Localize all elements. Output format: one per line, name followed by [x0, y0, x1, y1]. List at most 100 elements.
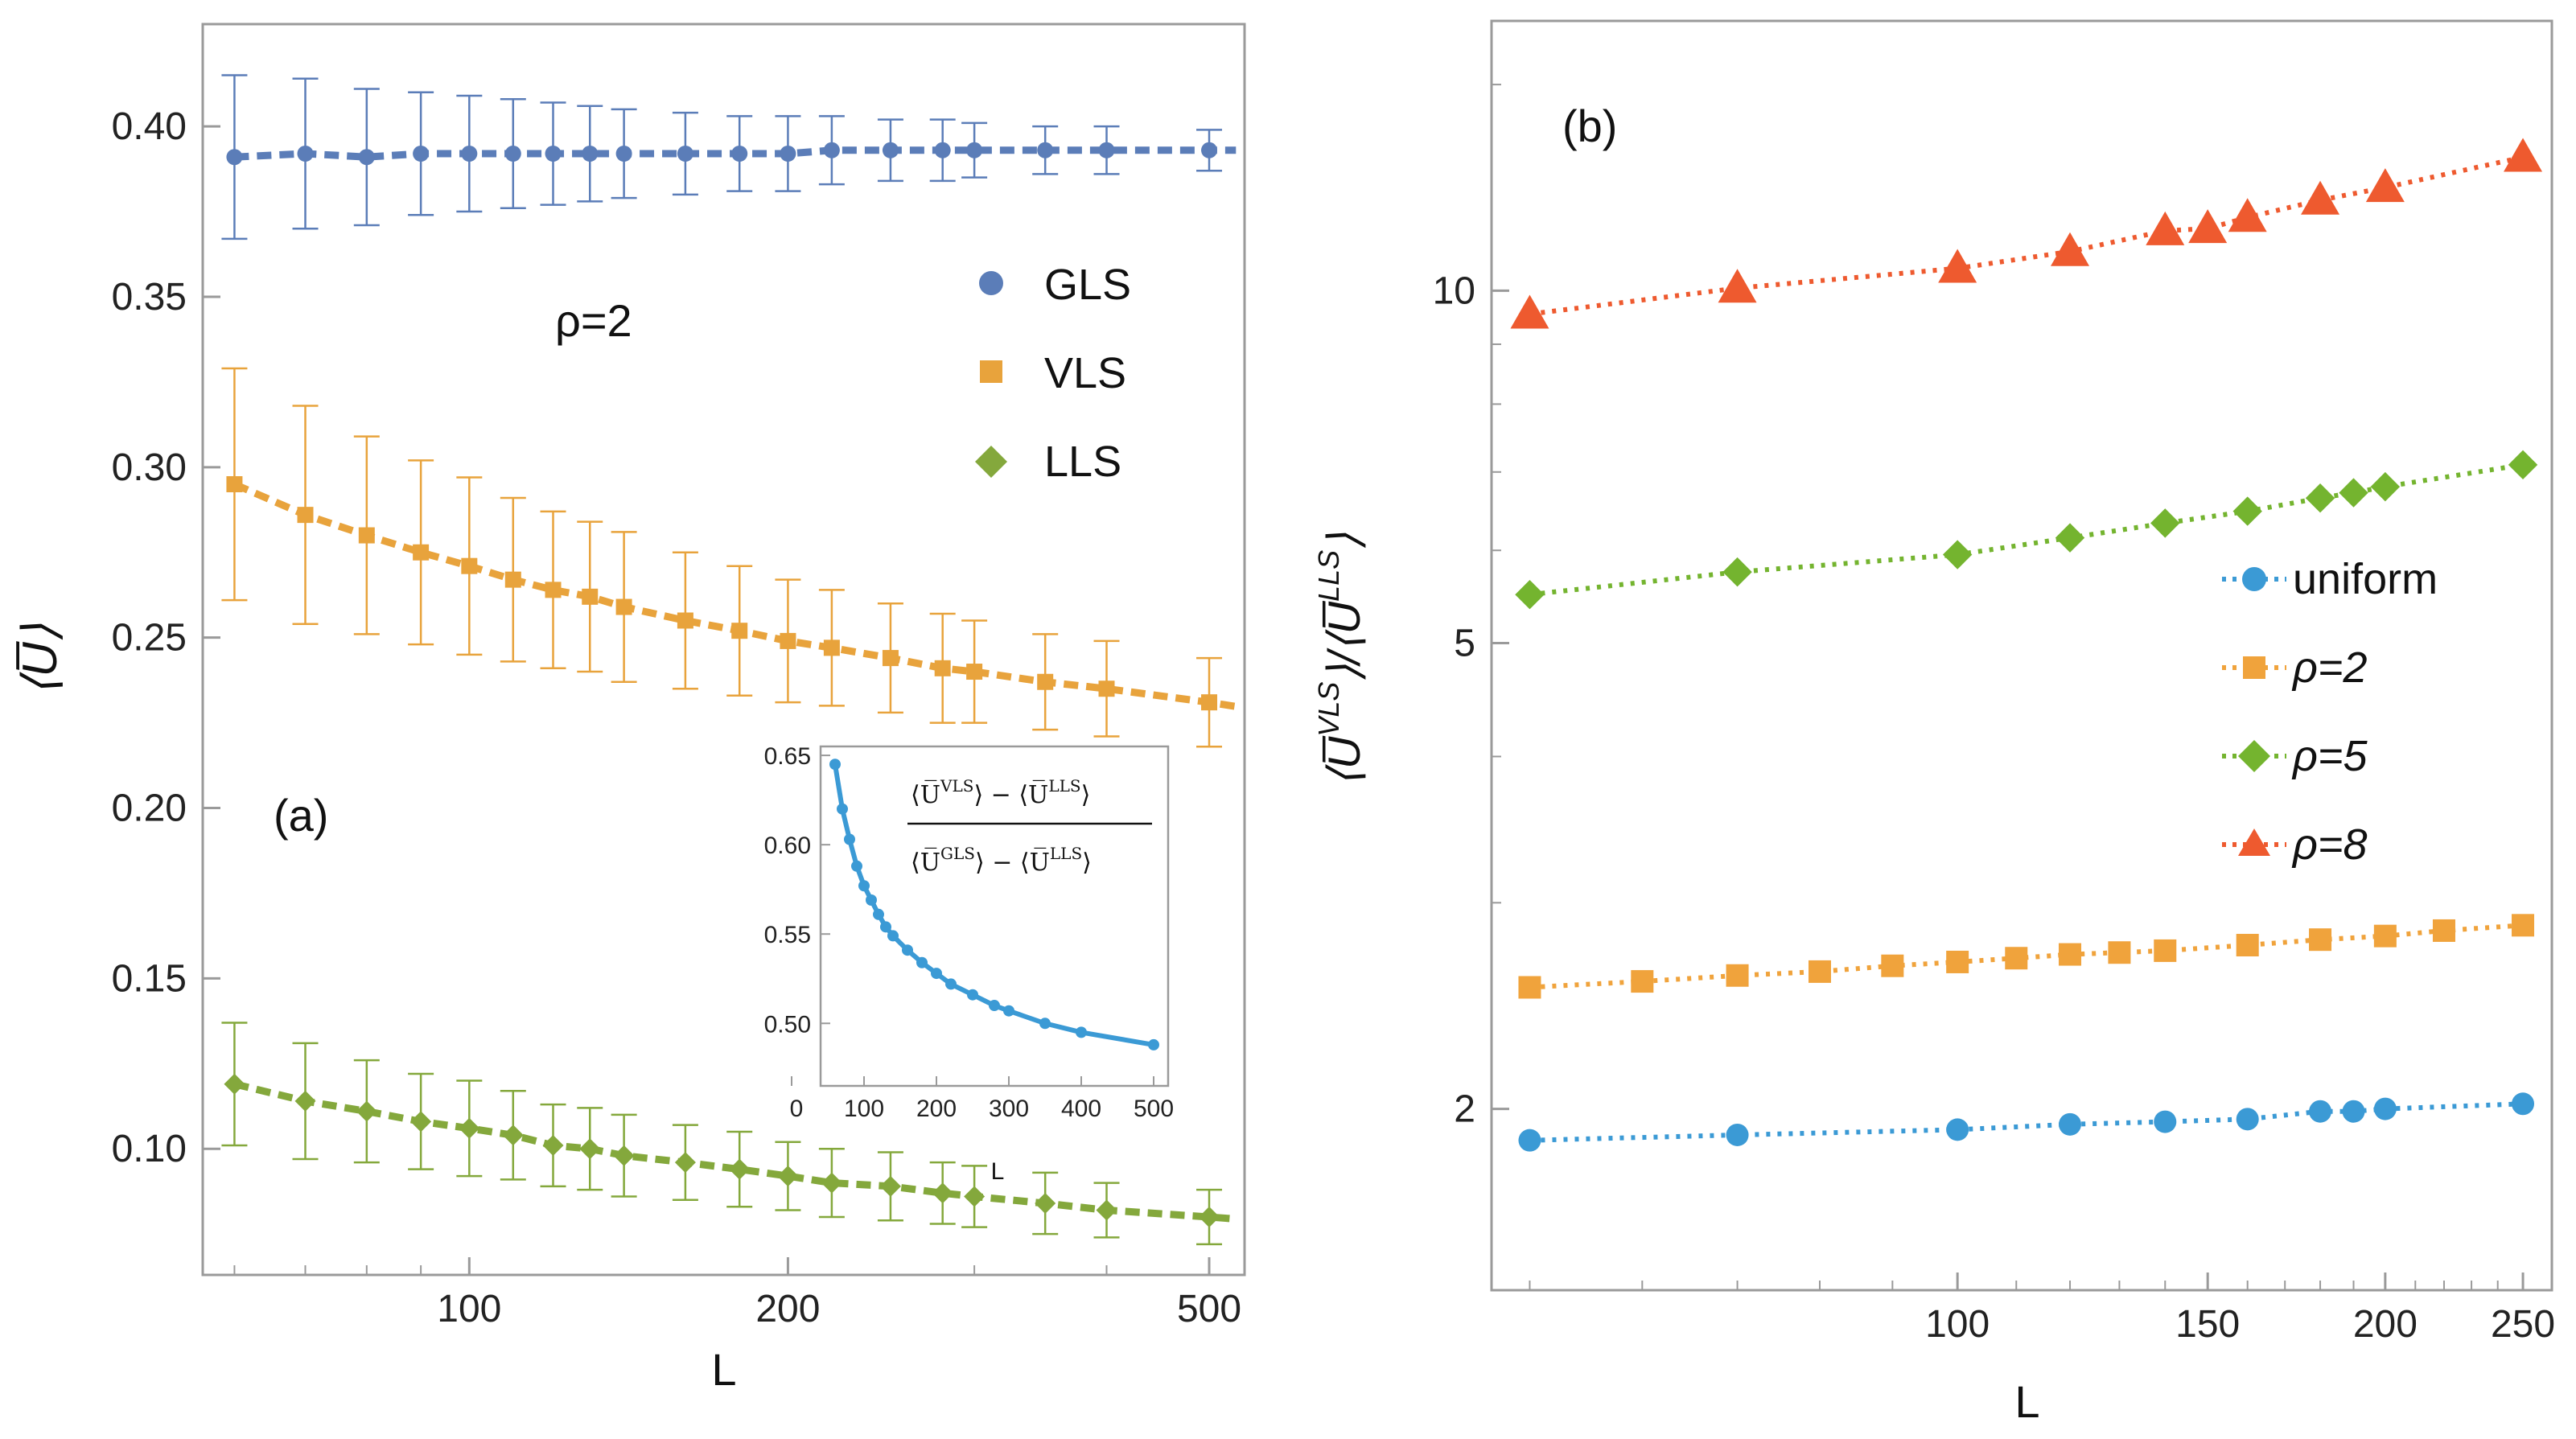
a-gls-point-10 — [731, 146, 748, 162]
a-gls-point-7 — [582, 146, 599, 162]
b-5-point-5 — [2232, 496, 2262, 526]
inset-formula-denominator: ⟨U̅GLS⟩ − ⟨U̅LLS⟩ — [911, 844, 1092, 877]
b-5-point-7 — [2339, 478, 2368, 508]
legend-lls-marker — [975, 446, 1007, 478]
inset-xtick-label-500: 500 — [1134, 1096, 1174, 1122]
inset-ytick-label-1: 0.55 — [764, 922, 811, 948]
a-ytick-label-1: 0.15 — [112, 957, 187, 1000]
a-ytick-label-4: 0.30 — [112, 446, 187, 489]
b-uniform-point-6 — [2309, 1100, 2332, 1123]
b-2-point-7 — [2059, 943, 2082, 966]
legend-uniform-label: uniform — [2293, 555, 2438, 603]
inset-point-16 — [1039, 1018, 1051, 1030]
inset-ytick-label-2: 0.60 — [764, 833, 811, 859]
b-5-point-2 — [1942, 540, 1973, 569]
panel-a-xlabel: L — [711, 1344, 736, 1395]
b-8-point-7 — [2301, 180, 2340, 215]
b-ytick-label-2: 2 — [1454, 1088, 1475, 1131]
a-gls-point-8 — [615, 146, 632, 162]
inset-point-0 — [829, 759, 841, 771]
inset-xtick-label-300: 300 — [989, 1096, 1029, 1122]
inset-point-4 — [858, 880, 870, 892]
b-2-point-10 — [2236, 934, 2259, 957]
b-2-point-6 — [2005, 947, 2028, 970]
b-5-point-8 — [2370, 471, 2401, 502]
inset-point-3 — [851, 860, 862, 872]
b-xtick-label-200: 200 — [2353, 1303, 2418, 1346]
inset-point-10 — [916, 956, 928, 968]
panel-b-label: (b) — [1562, 101, 1617, 151]
a-ytick-label-6: 0.40 — [112, 105, 187, 148]
b-2-point-5 — [1946, 950, 1969, 973]
panel-a-frame — [201, 23, 1246, 1277]
a-vls-point-16 — [1037, 673, 1054, 690]
panel-b-series — [1510, 138, 2543, 1152]
a-lls-point-4 — [459, 1117, 480, 1139]
a-gls-point-1 — [297, 146, 314, 162]
b-8-point-6 — [2228, 198, 2267, 232]
a-gls-point-11 — [780, 146, 796, 162]
panel-a-series — [221, 74, 1237, 1246]
b-2-point-14 — [2512, 914, 2535, 937]
a-gls-point-12 — [823, 142, 840, 158]
b-ytick-label-10: 10 — [1433, 269, 1475, 312]
a-gls-point-6 — [545, 146, 562, 162]
b-uniform-point-8 — [2373, 1097, 2397, 1120]
a-lls-point-0 — [224, 1073, 245, 1095]
b-ytick-label-5: 5 — [1454, 622, 1475, 664]
legend-rho5-marker — [2238, 740, 2270, 772]
a-lls-point-5 — [502, 1124, 524, 1146]
a-lls-point-10 — [729, 1158, 751, 1180]
inset-series — [829, 759, 1159, 1050]
b-2-point-11 — [2309, 928, 2332, 952]
panel-a: 100 200 500 0.10 0.15 0.20 0.25 0.30 0.35 0.40 ρ=… — [13, 23, 1246, 1395]
inset-point-14 — [989, 1000, 1000, 1012]
a-vls-point-5 — [504, 571, 521, 588]
panel-b-legend: uniform ρ=2 ρ=5 ρ=8 — [2222, 555, 2438, 869]
b-2-point-1 — [1631, 970, 1654, 993]
a-vls-point-7 — [582, 588, 599, 605]
a-vls-point-18 — [1201, 694, 1218, 711]
a-vls-point-13 — [882, 650, 899, 667]
b-5-point-0 — [1515, 580, 1545, 610]
legend-rho8-label: ρ=8 — [2291, 820, 2368, 869]
b-8-point-1 — [1718, 269, 1757, 303]
a-lls-point-14 — [932, 1182, 953, 1204]
legend-gls-marker — [979, 271, 1003, 295]
b-uniform-point-5 — [2236, 1108, 2259, 1131]
a-xtick-label-200: 200 — [755, 1288, 820, 1330]
b-5-point-9 — [2508, 450, 2538, 480]
b-2-point-8 — [2108, 941, 2131, 964]
a-ytick-label-0: 0.10 — [112, 1128, 187, 1170]
b-xtick-label-150: 150 — [2175, 1303, 2240, 1346]
a-xtick-label-500: 500 — [1177, 1288, 1241, 1330]
inset-point-5 — [866, 894, 877, 907]
a-vls-point-4 — [461, 557, 478, 574]
inset-ticks: 100 200 300 400 500 0 0.50 0.55 0.60 0.65 — [764, 743, 1174, 1122]
a-lls-point-9 — [674, 1152, 696, 1174]
a-gls-point-2 — [358, 149, 375, 166]
a-vls-point-2 — [358, 527, 375, 544]
a-gls-point-5 — [504, 146, 521, 162]
b-xtick-label-250: 250 — [2491, 1303, 2555, 1346]
panel-a-annotation: ρ=2 — [555, 295, 632, 346]
inset-xtick-label-0: 0 — [790, 1096, 804, 1122]
b-uniform-point-9 — [2512, 1092, 2535, 1116]
inset-point-1 — [837, 803, 848, 815]
b-2-point-2 — [1726, 964, 1749, 987]
legend-vls-label: VLS — [1044, 349, 1126, 397]
a-vls-point-9 — [677, 612, 693, 629]
a-gls-point-15 — [966, 142, 983, 158]
b-8-point-5 — [2188, 209, 2228, 244]
inset-point-13 — [967, 989, 978, 1001]
b-2-point-3 — [1808, 960, 1831, 983]
inset-point-15 — [1003, 1005, 1014, 1017]
a-gls-point-9 — [677, 146, 693, 162]
a-lls-point-18 — [1199, 1206, 1220, 1227]
inset-point-9 — [902, 944, 913, 956]
b-uniform-point-3 — [2059, 1112, 2082, 1136]
a-vls-point-17 — [1098, 680, 1115, 697]
legend-rho2-label: ρ=2 — [2291, 643, 2368, 692]
a-gls-point-4 — [461, 146, 478, 162]
